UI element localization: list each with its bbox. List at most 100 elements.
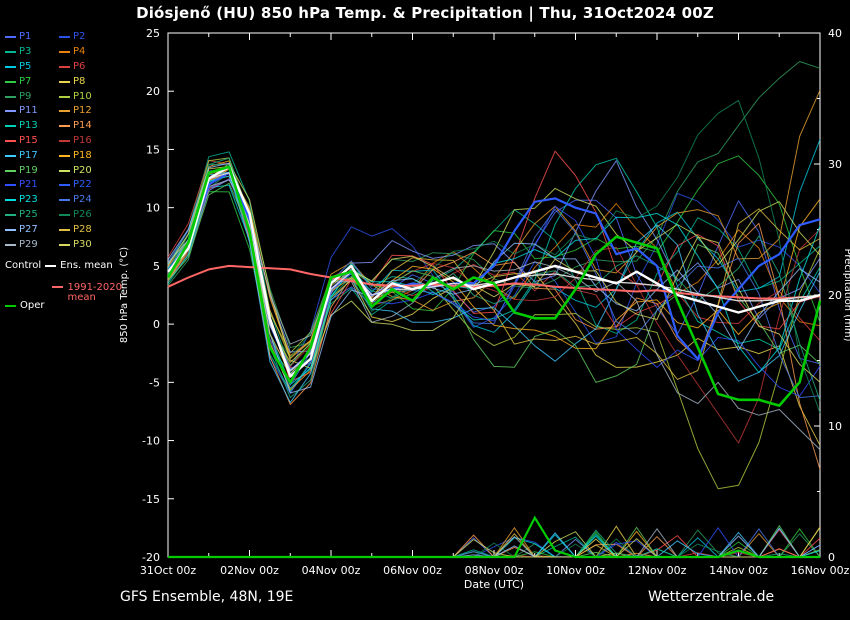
member-label: P4 [73, 46, 86, 58]
legend-item-p4: P4 [59, 47, 113, 57]
climate-line-swatch [52, 285, 64, 288]
temp-tick-label: 5 [153, 260, 160, 273]
member-line-swatch [5, 228, 16, 231]
member-line-swatch [5, 243, 16, 246]
member-label: P5 [19, 60, 32, 72]
legend: P1 P2 P3 P4 P5 P6 P7 P8 P9 P10 P11 P12 P13 P14 P15 P16 P… [5, 30, 157, 311]
member-line-swatch [59, 228, 70, 231]
member-line-swatch [59, 36, 70, 39]
member-label: P19 [19, 164, 38, 176]
ensemble-member-temp-line [167, 162, 821, 394]
temp-tick-label: 0 [153, 318, 160, 331]
legend-item-p2: P2 [59, 32, 113, 42]
member-line-swatch [5, 199, 16, 202]
member-line-swatch [5, 36, 16, 39]
member-label: P20 [73, 164, 92, 176]
legend-item-p6: P6 [59, 61, 113, 72]
legend-item-p17: P17 [5, 149, 59, 161]
legend-item-p12: P12 [59, 106, 113, 116]
legend-item-p7: P7 [5, 76, 59, 87]
member-line-swatch [59, 184, 70, 187]
x-tick-label: 31Oct 00z [140, 564, 197, 577]
member-label: P1 [19, 31, 32, 43]
member-label: P8 [73, 75, 86, 87]
member-line-swatch [59, 154, 70, 157]
member-label: P12 [73, 105, 92, 117]
legend-item-p25: P25 [5, 208, 59, 220]
legend-item-p15: P15 [5, 134, 59, 146]
x-tick-label: 02Nov 00z [220, 564, 279, 577]
member-label: P25 [19, 208, 38, 220]
member-line-swatch [5, 65, 16, 68]
member-line-swatch [59, 243, 70, 246]
member-label: P15 [19, 134, 38, 146]
legend-item-p9: P9 [5, 90, 59, 102]
member-line-swatch [5, 169, 16, 172]
member-label: P17 [19, 149, 38, 161]
member-line-swatch [59, 125, 70, 128]
ensemble-member-temp-line [167, 171, 821, 403]
control-line-swatch [45, 264, 57, 267]
legend-item-p10: P10 [59, 91, 113, 102]
temp-tick-label: 10 [146, 202, 160, 215]
member-label: P2 [73, 31, 86, 43]
legend-item-p11: P11 [5, 106, 59, 116]
member-label: P14 [73, 120, 92, 132]
member-line-swatch [59, 213, 70, 216]
precip-tick-label: 30 [828, 158, 842, 171]
legend-item-p26: P26 [59, 208, 113, 220]
x-tick-label: 10Nov 00z [546, 564, 605, 577]
x-tick-label: 16Nov 00z [791, 564, 850, 577]
member-label: P9 [19, 90, 32, 102]
legend-item-p18: P18 [59, 149, 113, 161]
member-line-swatch [59, 80, 70, 83]
temp-tick-label: -15 [142, 493, 160, 506]
legend-item-p13: P13 [5, 121, 59, 131]
member-label: P24 [73, 194, 92, 206]
precip-tick-label: 40 [828, 27, 842, 40]
legend-item-p23: P23 [5, 195, 59, 205]
member-line-swatch [5, 51, 16, 54]
precip-tick-label: 10 [828, 420, 842, 433]
member-label: P21 [19, 179, 38, 191]
x-tick-label: 14Nov 00z [709, 564, 768, 577]
member-label: P27 [19, 223, 38, 235]
legend-oper-label: Oper [20, 299, 45, 311]
member-line-swatch [5, 95, 16, 98]
temp-tick-label: -20 [142, 551, 160, 564]
precip-axis-title: Precipitation (mm) [842, 249, 850, 342]
member-label: P23 [19, 194, 38, 206]
legend-item-p28: P28 [59, 223, 113, 235]
member-label: P13 [19, 120, 38, 132]
member-label: P18 [73, 149, 92, 161]
legend-item-p21: P21 [5, 180, 59, 190]
legend-item-p16: P16 [59, 135, 113, 146]
precip-tick-label: 20 [828, 289, 842, 302]
temp-tick-label: 25 [146, 27, 160, 40]
member-label: P28 [73, 223, 92, 235]
x-tick-label: 12Nov 00z [628, 564, 687, 577]
x-tick-label: 06Nov 00z [383, 564, 442, 577]
member-line-swatch [59, 65, 70, 68]
legend-item-p8: P8 [59, 75, 113, 87]
legend-ens-mean-label: Ens. mean [60, 259, 113, 271]
member-label: P22 [73, 179, 92, 191]
member-label: P29 [19, 238, 38, 250]
oper-line-swatch [5, 304, 16, 307]
legend-control-row: Control Ens. mean [5, 259, 157, 271]
member-line-swatch [5, 154, 16, 157]
member-line-swatch [59, 95, 70, 98]
member-line-swatch [5, 213, 16, 216]
legend-item-p22: P22 [59, 180, 113, 190]
legend-item-p30: P30 [59, 238, 113, 250]
member-label: P26 [73, 208, 92, 220]
legend-item-p20: P20 [59, 164, 113, 176]
legend-item-p29: P29 [5, 238, 59, 250]
legend-item-p5: P5 [5, 60, 59, 72]
member-label: P30 [73, 238, 92, 250]
ensemble-member-temp-line [167, 175, 821, 385]
oper-precip-line [168, 515, 820, 559]
legend-item-p1: P1 [5, 32, 59, 42]
legend-item-p19: P19 [5, 164, 59, 176]
